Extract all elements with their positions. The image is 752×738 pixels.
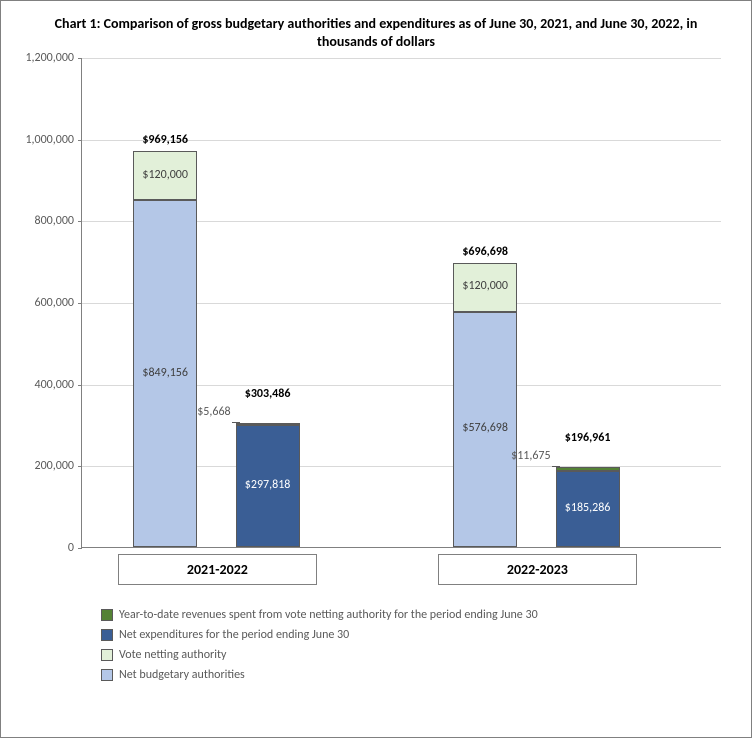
stacked-bar: $297,818: [236, 423, 300, 547]
chart-container: Chart 1: Comparison of gross budgetary a…: [0, 0, 752, 738]
legend-swatch: [101, 649, 113, 661]
bar-segment-ytd_revenue: [556, 467, 620, 472]
bar-segment-ytd_revenue: [236, 423, 300, 425]
segment-value-label: $576,698: [453, 421, 517, 435]
legend-item: Net expenditures for the period ending J…: [101, 628, 751, 642]
y-tick-label: 400,000: [35, 378, 83, 392]
stacked-bar: $185,286: [556, 467, 620, 547]
segment-value-label: $120,000: [453, 279, 517, 293]
segment-value-label: $185,286: [556, 501, 620, 515]
legend-label: Year-to-date revenues spent from vote ne…: [119, 608, 538, 622]
category-label: 2022-2023: [438, 554, 636, 585]
category-label: 2021-2022: [118, 554, 316, 585]
legend-label: Net budgetary authorities: [119, 668, 245, 682]
bar-total-label: $696,698: [433, 245, 537, 259]
leader-label: $11,675: [511, 449, 551, 463]
y-tick-label: 600,000: [35, 296, 83, 310]
leader-label: $5,668: [197, 405, 230, 419]
y-tick-label: 1,000,000: [25, 133, 82, 147]
y-tick-label: 800,000: [35, 214, 83, 228]
plot-wrap: 0200,000400,000600,000800,0001,000,0001,…: [81, 58, 721, 548]
segment-value-label: $297,818: [236, 478, 300, 492]
segment-value-label: $849,156: [133, 366, 197, 380]
y-tick-label: 1,200,000: [25, 51, 82, 65]
gridline: [82, 58, 721, 59]
legend-swatch: [101, 609, 113, 621]
leader-line: [232, 422, 240, 423]
legend-swatch: [101, 629, 113, 641]
y-tick-label: 0: [68, 541, 82, 555]
legend-item: Year-to-date revenues spent from vote ne…: [101, 608, 751, 622]
chart-title: Chart 1: Comparison of gross budgetary a…: [1, 1, 751, 58]
legend-item: Vote netting authority: [101, 648, 751, 662]
stacked-bar: $576,698 $120,000: [453, 263, 517, 547]
segment-value-label: $120,000: [133, 168, 197, 182]
y-tick-label: 200,000: [35, 459, 83, 473]
leader-line: [552, 466, 560, 467]
legend-label: Net expenditures for the period ending J…: [119, 628, 349, 642]
bar-total-label: $969,156: [113, 133, 217, 147]
legend-item: Net budgetary authorities: [101, 668, 751, 682]
bar-total-label: $196,961: [536, 431, 640, 445]
bar-total-label: $303,486: [216, 387, 320, 401]
legend-label: Vote netting authority: [119, 648, 226, 662]
legend-swatch: [101, 669, 113, 681]
stacked-bar: $849,156 $120,000: [133, 151, 197, 547]
plot-area: 0200,000400,000600,000800,0001,000,0001,…: [81, 58, 721, 548]
legend: Year-to-date revenues spent from vote ne…: [101, 608, 751, 682]
